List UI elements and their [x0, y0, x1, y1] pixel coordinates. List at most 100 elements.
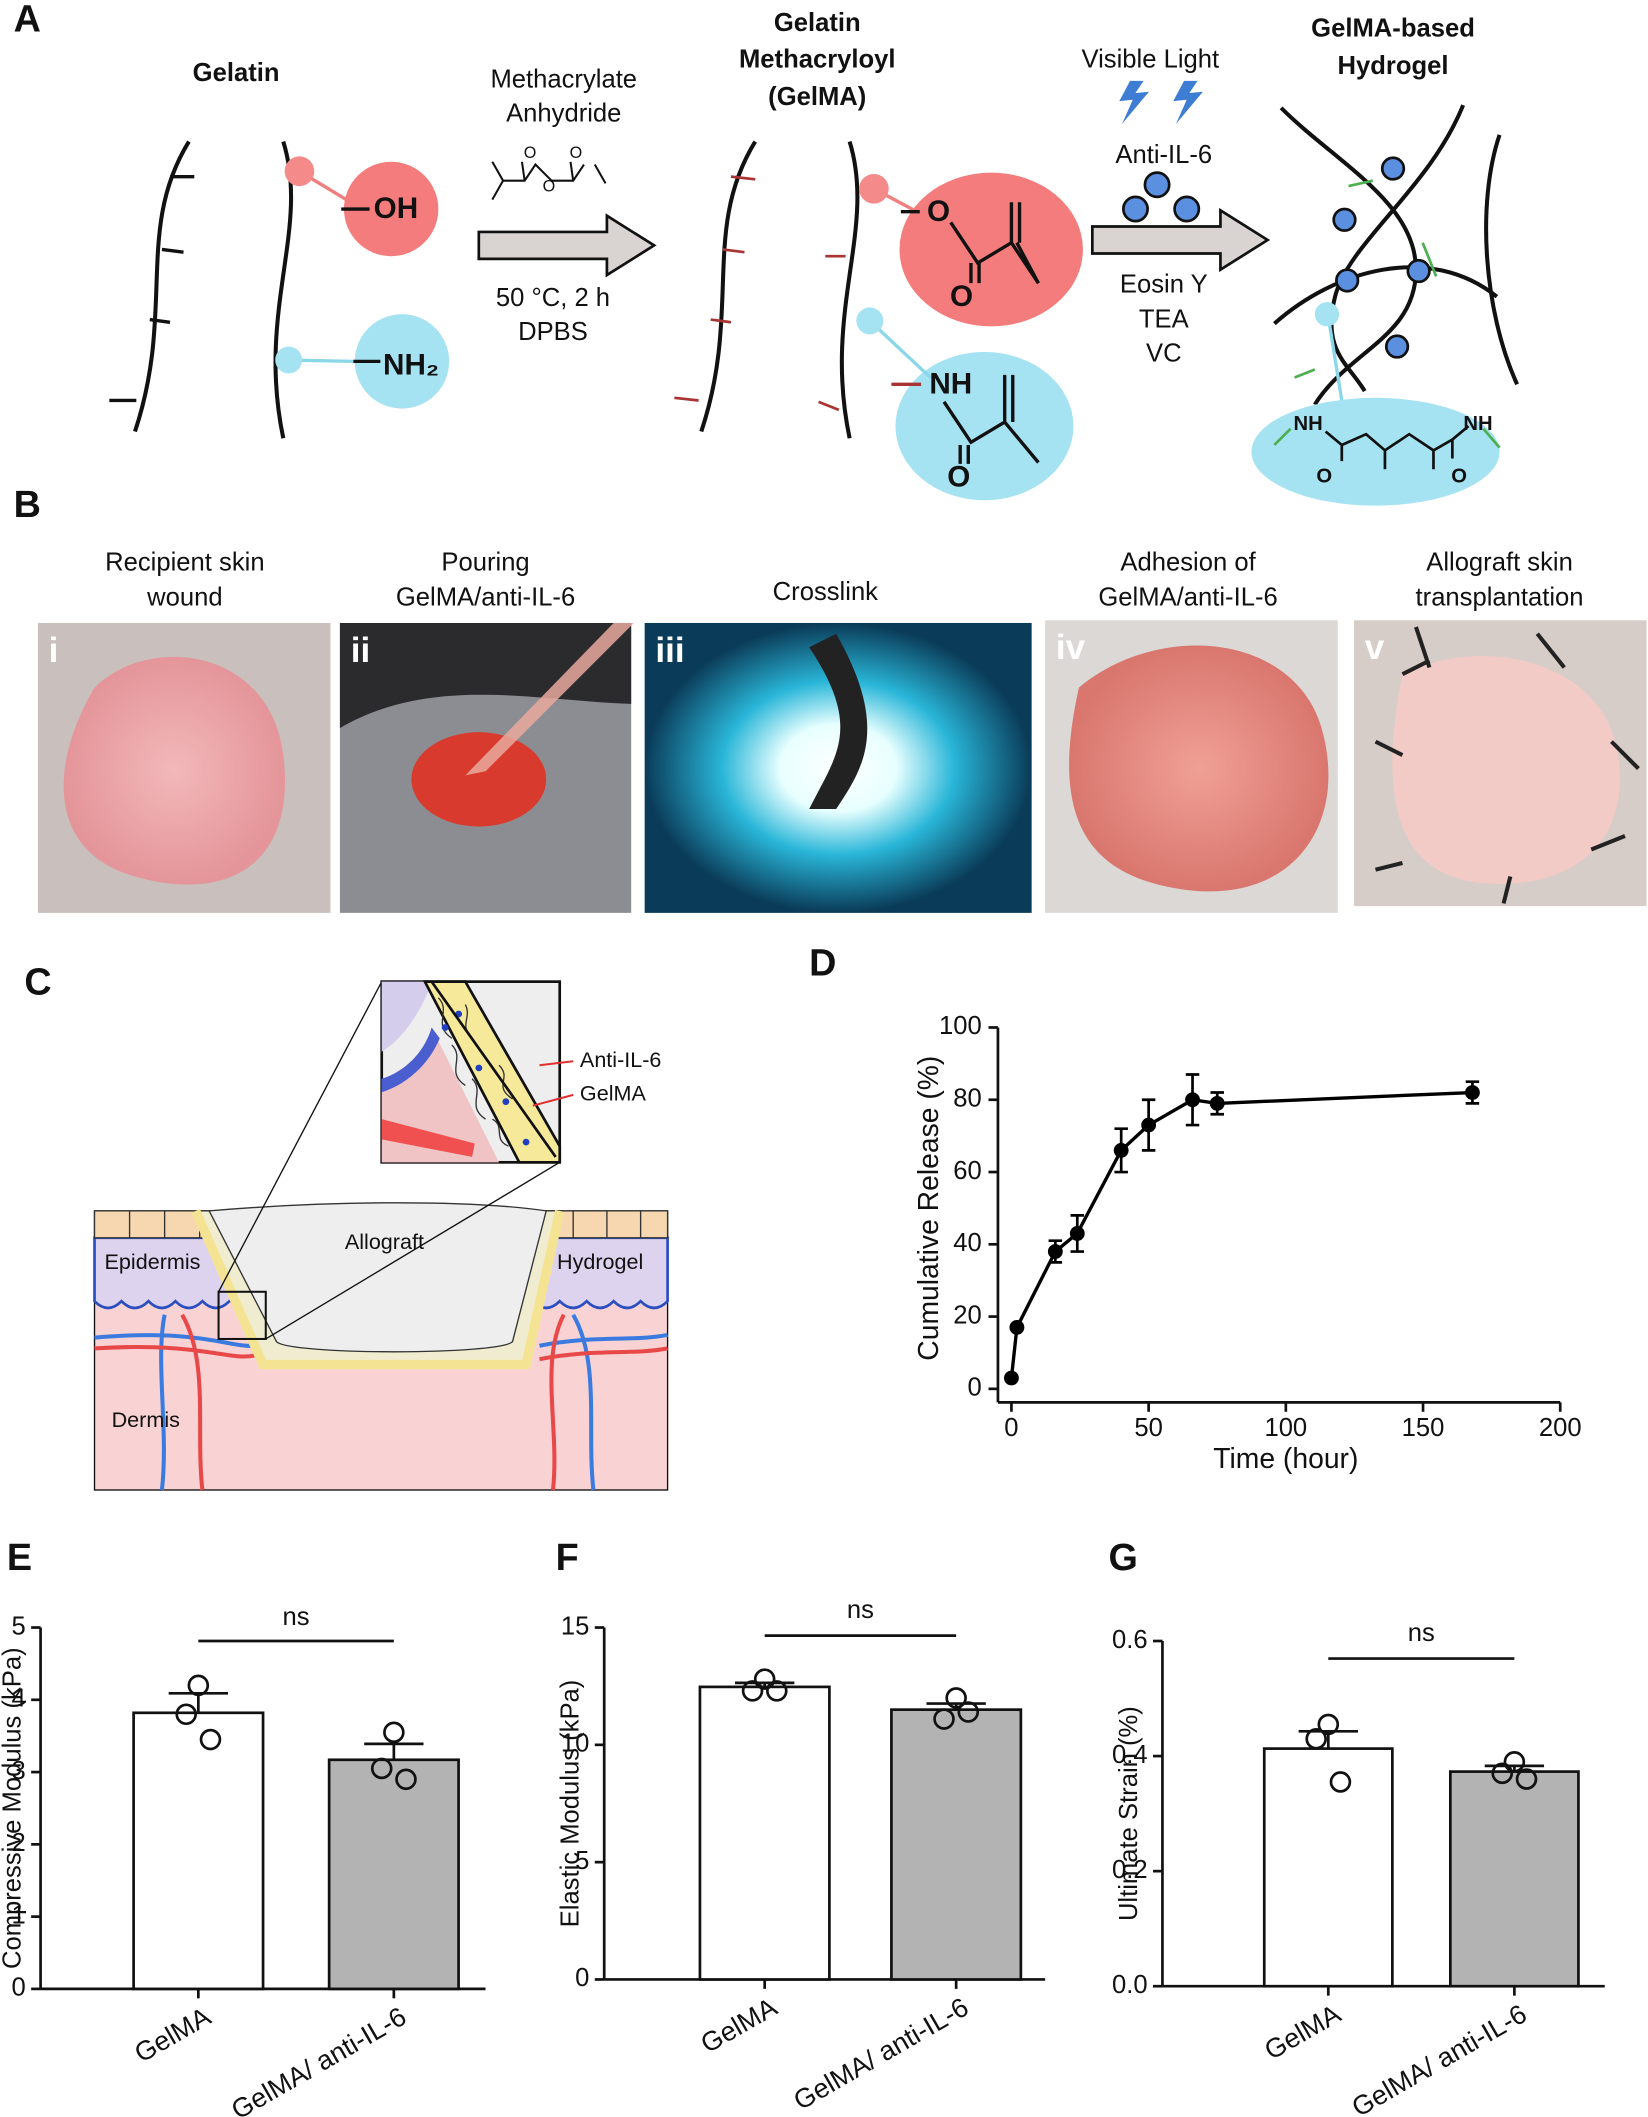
- pointer: [539, 1060, 574, 1067]
- inset-vessel: [381, 1027, 440, 1093]
- label: VC: [1146, 339, 1182, 367]
- light-bolt: [1119, 80, 1149, 125]
- x-tick-label: GelMA: [1259, 1999, 1345, 2066]
- x-tick-label: 0: [1004, 1414, 1018, 1442]
- y-tick-label: 100: [939, 1012, 982, 1040]
- label: Anhydride: [506, 99, 621, 127]
- antibody: [441, 1010, 530, 1146]
- link: [1326, 316, 1344, 401]
- side-chain: [109, 174, 195, 403]
- chain: [133, 140, 191, 433]
- data-point: [383, 1721, 405, 1744]
- suture: [1374, 626, 1640, 904]
- antibody: [1384, 334, 1410, 359]
- y-tick-label: 0.0: [1112, 1971, 1148, 1999]
- chain: [273, 140, 294, 439]
- x-tick-label: 50: [1134, 1414, 1163, 1442]
- y-axis-title: Cumulative Release (%): [912, 1056, 944, 1361]
- marker: [1069, 1226, 1085, 1241]
- label: Dermis: [112, 1407, 180, 1432]
- antibody: [1143, 171, 1171, 199]
- label: (GelMA): [768, 83, 866, 111]
- pointer: [532, 1093, 574, 1107]
- label: Gelatin: [774, 9, 861, 37]
- light-bolt: [1173, 80, 1203, 125]
- significance-label: ns: [283, 1603, 310, 1631]
- y-tick-label: 0.4: [1112, 1741, 1148, 1769]
- antibody: [1121, 195, 1149, 223]
- label: Anti-IL-6: [580, 1047, 661, 1072]
- antibody: [1173, 195, 1201, 223]
- arrow: [1090, 207, 1271, 273]
- y-tick-label: 15: [561, 1612, 590, 1640]
- gel: [1069, 645, 1329, 892]
- boundary: [430, 980, 557, 1158]
- label: Methacryloyl: [739, 45, 896, 73]
- bar: [1448, 1770, 1580, 1988]
- wound: [63, 656, 286, 885]
- marker: [1185, 1092, 1200, 1108]
- data-point: [741, 1680, 764, 1702]
- antibody: [1332, 207, 1357, 232]
- x-tick-label: GelMA: [696, 1992, 782, 2059]
- side-chain: [674, 175, 756, 402]
- x-tick-label: 150: [1402, 1414, 1445, 1442]
- y-tick-label: 4: [11, 1685, 25, 1713]
- caption: Crosslink: [773, 578, 878, 606]
- label: DPBS: [518, 318, 588, 346]
- molecule: [491, 161, 607, 201]
- bar: [132, 1711, 265, 1991]
- antibody: [1406, 258, 1431, 284]
- photo-numeral: v: [1365, 628, 1385, 667]
- y-tick-label: 0: [575, 1964, 589, 1992]
- data-point: [753, 1668, 776, 1690]
- atom: O: [1316, 466, 1332, 488]
- site: [856, 307, 884, 335]
- marker: [1004, 1370, 1019, 1386]
- allograft: [208, 1202, 548, 1353]
- photo-numeral: i: [49, 631, 59, 670]
- group: [899, 172, 1083, 327]
- fiber: [437, 997, 513, 1147]
- panel-c: C Anti-IL-6 GelMA Allograft Hydrogel Epi…: [24, 960, 669, 1491]
- light-guide: [809, 633, 868, 810]
- x-tick-label: GelMA/ anti-IL-6: [789, 1992, 974, 2116]
- caption: Adhesion of: [1120, 548, 1256, 576]
- y-tick-label: 0: [968, 1374, 982, 1402]
- y-tick-label: 40: [953, 1229, 982, 1257]
- group: [1251, 397, 1500, 506]
- x-tick-label: 100: [1264, 1414, 1307, 1442]
- atom: O: [543, 178, 556, 196]
- data-point: [1491, 1762, 1514, 1785]
- data-point: [370, 1757, 393, 1780]
- atom: O: [570, 144, 583, 162]
- caption: GelMA/anti-IL-6: [396, 583, 575, 611]
- y-tick-label: 2: [11, 1829, 25, 1857]
- marker: [1113, 1142, 1129, 1158]
- data-point: [1503, 1751, 1526, 1773]
- panel-label: F: [556, 1536, 579, 1578]
- marker: [1141, 1117, 1157, 1133]
- data-point: [1305, 1728, 1327, 1750]
- panel-label: G: [1109, 1536, 1138, 1578]
- label: Hydrogel: [557, 1249, 643, 1274]
- y-tick-label: 0.2: [1112, 1856, 1148, 1884]
- site: [275, 346, 303, 374]
- crosslink: [1273, 427, 1501, 449]
- caption: Allograft skin: [1426, 548, 1573, 576]
- label: GelMA: [580, 1081, 647, 1106]
- label: 50 °C, 2 h: [496, 284, 610, 312]
- side-chain: [818, 254, 846, 412]
- y-tick-label: 20: [953, 1301, 982, 1329]
- site: [859, 173, 889, 204]
- label: Hydrogel: [1338, 52, 1449, 80]
- arrow: [477, 213, 657, 278]
- bar: [698, 1685, 831, 1981]
- group: [895, 351, 1074, 501]
- photo-numeral: iii: [655, 631, 684, 670]
- molecule: [1324, 425, 1470, 470]
- x-axis-title: Time (hour): [1213, 1442, 1358, 1474]
- bond: [1015, 241, 1040, 284]
- crosslink: [1294, 179, 1438, 379]
